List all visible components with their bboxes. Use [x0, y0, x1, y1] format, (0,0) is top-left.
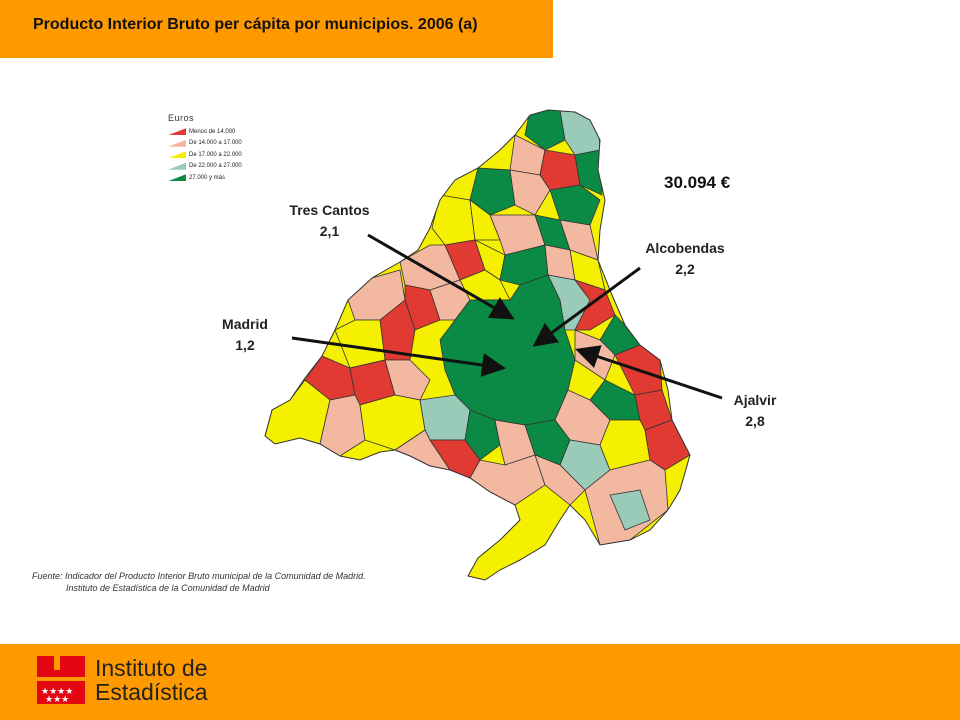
legend-item: De 22.000 a 27.000 — [168, 161, 242, 173]
ajalvir-name: Ajalvir — [733, 392, 777, 408]
svg-text:★★★★: ★★★★ — [41, 687, 73, 697]
madrid-name: Madrid — [222, 316, 268, 332]
footer-bar: ★★★★ ★★★ Instituto de Estadística — [0, 644, 960, 720]
annotation-ajalvir: Ajalvir 2,8 — [720, 390, 790, 432]
tres-cantos-name: Tres Cantos — [289, 202, 370, 218]
title-bar: Producto Interior Bruto per cápita por m… — [0, 0, 553, 58]
legend-item: De 14.000 a 17.000 — [168, 138, 242, 150]
legend-label: De 14.000 a 17.000 — [189, 140, 242, 147]
legend-item: De 17.000 a 22.000 — [168, 149, 242, 161]
svg-text:★★★: ★★★ — [45, 695, 69, 704]
average-value: 30.094 € — [664, 173, 731, 192]
legend-label: Menos de 14.000 — [189, 128, 236, 135]
source-line-2: Instituto de Estadística de la Comunidad… — [66, 583, 270, 593]
alcobendas-name: Alcobendas — [645, 240, 725, 256]
legend-label: 27.000 y más — [189, 174, 226, 181]
source-note: Fuente: Indicador del Producto Interior … — [32, 570, 366, 594]
legend-swatch — [168, 128, 186, 136]
stars-icon: ★★★★ ★★★ — [41, 687, 73, 704]
legend-label: De 22.000 a 27.000 — [189, 163, 242, 170]
legend-swatch — [168, 174, 186, 182]
logo-line-2: Estadística — [95, 679, 208, 705]
legend-swatch — [168, 151, 186, 159]
legend-item: 27.000 y más — [168, 172, 242, 184]
map-legend: Euros Menos de 14.000 De 14.000 a 17.000… — [168, 113, 242, 184]
annotation-madrid: Madrid 1,2 — [205, 314, 285, 356]
annotation-tres-cantos: Tres Cantos 2,1 — [282, 200, 377, 242]
legend-item: Menos de 14.000 — [168, 126, 242, 138]
source-line-1: Fuente: Indicador del Producto Interior … — [32, 571, 366, 581]
logo-line-1: Instituto de — [95, 655, 208, 681]
alcobendas-value: 2,2 — [675, 261, 695, 277]
legend-label: De 17.000 a 22.000 — [189, 151, 242, 158]
institute-logo-icon: ★★★★ ★★★ — [37, 656, 85, 704]
annotation-alcobendas: Alcobendas 2,2 — [630, 238, 740, 280]
institute-logo-text: Instituto de Estadística — [95, 656, 208, 704]
municipalities-map — [264, 109, 691, 581]
ajalvir-value: 2,8 — [745, 413, 765, 429]
madrid-value: 1,2 — [235, 337, 255, 353]
legend-swatch — [168, 162, 186, 170]
legend-title: Euros — [168, 113, 195, 123]
page-title: Producto Interior Bruto per cápita por m… — [33, 16, 478, 33]
legend-swatch — [168, 139, 186, 147]
tres-cantos-value: 2,1 — [319, 223, 340, 239]
